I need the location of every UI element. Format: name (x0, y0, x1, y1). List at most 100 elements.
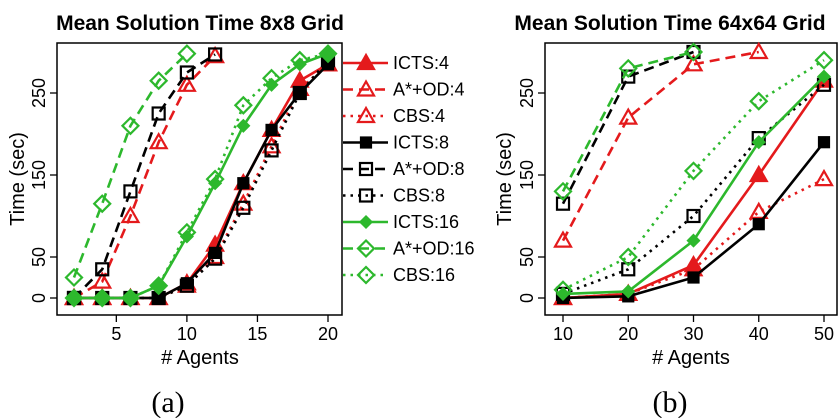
legend-item: ICTS:16 (343, 212, 459, 232)
chart-b-data-point (553, 280, 573, 300)
chart-a-y-tick-label: 150 (29, 160, 49, 190)
legend-item: A*+OD:16 (343, 239, 475, 259)
chart-a-data-point (177, 44, 197, 64)
chart-a-data-point (236, 200, 251, 215)
chart-b-data-point (621, 262, 636, 277)
chart-a-data-point (176, 74, 197, 92)
chart-b-data-point (683, 161, 704, 181)
legend-marker (358, 161, 374, 177)
chart-a-data-point (95, 290, 110, 306)
legend-item: CBS:16 (343, 265, 455, 285)
chart-b-y-tick-label: 250 (517, 78, 537, 108)
chart-b-x-ticks: 10 20 30 40 50 (553, 315, 834, 344)
legend-label: ICTS:8 (393, 133, 449, 153)
chart-b-y-tick-label: 50 (517, 247, 537, 267)
chart-b-title: Mean Solution Time 64x64 Grid (514, 12, 825, 35)
chart-b-series (553, 41, 834, 306)
chart-b-data-point (555, 286, 571, 301)
chart-b-series-icts-16 (555, 69, 832, 301)
chart-a-series (64, 44, 338, 308)
chart-a-series-line (73, 55, 217, 300)
chart-b-data-point (621, 284, 636, 299)
chart-a-data-point (179, 229, 194, 244)
chart-b-x-tick-label: 10 (553, 324, 573, 344)
chart-b-series-line (562, 59, 825, 291)
chart-b-xlabel: # Agents (652, 347, 730, 369)
chart-a-y-tick-label: 250 (29, 78, 49, 108)
chart-a-series-line (73, 53, 216, 299)
chart-panel-b: Mean Solution Time 64x64 Grid Time (sec)… (494, 12, 838, 418)
chart-a-series-line (74, 59, 329, 300)
legend-marker (356, 52, 376, 71)
chart-a-y-ticks: 0 50 150 250 (29, 78, 57, 303)
chart-b-caption: (b) (653, 386, 688, 418)
chart-b-series-cbs-16 (553, 50, 834, 300)
chart-a-x-ticks: 5 10 15 20 (111, 315, 338, 344)
chart-b-data-point (687, 271, 700, 284)
legend-marker (359, 136, 373, 149)
legend-marker (356, 79, 376, 97)
legend-label: A*+OD:4 (393, 80, 465, 100)
chart-b-data-point (748, 201, 769, 219)
chart-a-series-a-od-8 (66, 47, 223, 306)
chart-legend: ICTS:4 A*+OD:4 CBS:4 ICTS:8 A*+OD:8 CBS:8 ICTS… (343, 52, 475, 285)
legend-item: A*+OD:8 (343, 159, 465, 179)
chart-a-data-point (320, 46, 336, 61)
chart-b-ylabel: Time (sec) (494, 132, 516, 226)
chart-b-data-point (686, 208, 701, 224)
chart-a-title: Mean Solution Time 8x8 Grid (56, 12, 344, 35)
chart-b-series-line (561, 50, 759, 242)
chart-a-data-point (261, 68, 282, 88)
chart-panel-a: Mean Solution Time 8x8 Grid Time (sec) #… (7, 12, 344, 418)
chart-a-data-point (149, 276, 169, 296)
chart-b-data-point (618, 58, 638, 78)
chart-a-y-tick-label: 50 (29, 247, 49, 267)
chart-b-data-point (683, 42, 704, 62)
legend-label: A*+OD:8 (393, 159, 465, 179)
chart-b-data-point (686, 44, 701, 60)
chart-a-data-point (237, 177, 250, 190)
chart-a-x-tick-label: 20 (318, 324, 338, 344)
chart-a-data-point (264, 143, 279, 158)
legend-marker (356, 238, 376, 259)
chart-a-data-point (265, 123, 278, 137)
legend-item: A*+OD:4 (343, 79, 465, 100)
chart-a-series-line (74, 63, 329, 300)
chart-b-y-tick-label: 0 (517, 293, 537, 303)
chart-b-data-point (683, 54, 704, 72)
chart-b-y-tick-label: 150 (517, 160, 537, 190)
chart-b-data-point (752, 218, 765, 231)
chart-a-data-point (120, 205, 141, 224)
chart-a-data-point (292, 85, 307, 101)
chart-a-data-point (236, 118, 251, 133)
chart-b-data-point (749, 91, 769, 111)
chart-b-series-line (561, 50, 694, 205)
chart-b-series-line (562, 83, 825, 296)
chart-b-data-point (686, 233, 701, 248)
legend-marker (358, 214, 374, 230)
chart-a-data-point (208, 251, 223, 266)
chart-a-data-point (120, 116, 141, 136)
chart-a-data-point (92, 288, 112, 308)
chart-a-data-point (208, 176, 223, 191)
legend-marker (356, 105, 376, 124)
chart-a-data-point (120, 288, 141, 308)
chart-a-data-point (179, 278, 194, 293)
chart-b-x-tick-label: 40 (749, 324, 769, 344)
legend-label: CBS:16 (393, 265, 455, 285)
chart-b-data-point (748, 164, 769, 183)
chart-b-x-tick-label: 20 (618, 324, 638, 344)
chart-b-x-tick-label: 50 (814, 324, 834, 344)
chart-a-plot-frame (56, 42, 343, 316)
chart-b-data-point (553, 230, 573, 248)
chart-a-x-tick-label: 5 (111, 324, 121, 344)
chart-a-data-point (205, 45, 226, 64)
chart-a-data-point (292, 57, 307, 72)
legend-marker (356, 265, 376, 285)
legend-item: CBS:4 (343, 105, 445, 126)
chart-b-data-point (555, 196, 571, 211)
chart-b-data-point (618, 247, 638, 267)
chart-a-data-point (92, 194, 112, 214)
chart-b-series-line (561, 50, 694, 193)
